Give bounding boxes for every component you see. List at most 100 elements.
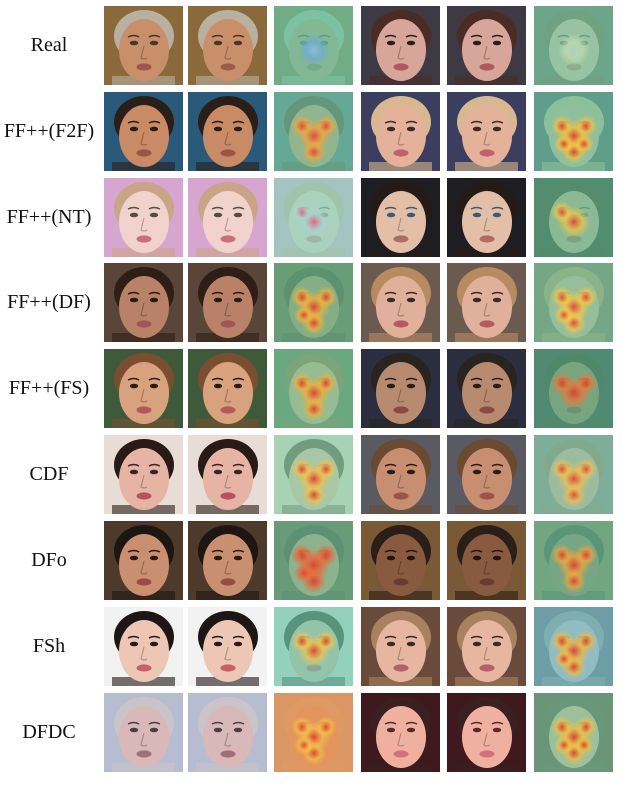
original-face-image <box>104 435 183 514</box>
heatmap-hotspot <box>315 544 337 566</box>
heatmap-image <box>274 693 353 772</box>
mouth <box>221 664 236 671</box>
heatmap-hotspot <box>558 34 590 66</box>
heatmap-hotspot <box>575 286 597 308</box>
original-face-image <box>104 349 183 428</box>
left-eye <box>214 41 222 46</box>
left-eye <box>130 213 138 218</box>
row-label: FF++(F2F) <box>0 90 98 172</box>
manipulated-face-image <box>188 521 267 600</box>
left-eye <box>473 728 481 733</box>
heatmap-hotspot <box>575 716 597 738</box>
mouth <box>221 578 236 585</box>
manipulated-face-image <box>447 92 526 171</box>
face-skin <box>203 105 253 167</box>
face-skin <box>376 362 426 424</box>
face-skin <box>376 191 426 253</box>
mouth <box>137 320 152 327</box>
row-label: Real <box>0 4 98 86</box>
face-skin <box>119 448 169 510</box>
row-label: FF++(DF) <box>0 261 98 343</box>
right-eye <box>407 384 415 389</box>
face-skin <box>119 534 169 596</box>
left-eye <box>473 127 481 132</box>
mouth <box>480 750 495 757</box>
face-skin <box>462 105 512 167</box>
face-skin <box>203 706 253 768</box>
heatmap-hotspot <box>575 372 597 394</box>
heatmap-hotspot <box>315 286 337 308</box>
heatmap-hotspot <box>291 544 313 566</box>
right-eye <box>234 213 242 218</box>
mouth <box>137 235 152 242</box>
left-eye <box>473 384 481 389</box>
heatmap-image <box>534 6 613 85</box>
heatmap-hotspot <box>291 372 313 394</box>
heatmap-image <box>534 178 613 257</box>
original-face-image <box>361 92 440 171</box>
manipulated-face-image <box>188 607 267 686</box>
mouth <box>221 149 236 156</box>
figure-row: FF++(FS) <box>0 347 623 429</box>
face-skin <box>203 191 253 253</box>
heatmap-hotspot <box>291 458 313 480</box>
right-eye <box>407 642 415 647</box>
mouth <box>394 320 409 327</box>
mouth <box>137 406 152 413</box>
face-skin <box>119 105 169 167</box>
mouth <box>394 63 409 70</box>
mouth <box>137 63 152 70</box>
figure-row: DFo <box>0 519 623 601</box>
heatmap-image <box>274 263 353 342</box>
face-skin <box>203 620 253 682</box>
right-eye <box>407 127 415 132</box>
heatmap-hotspot <box>315 458 337 480</box>
manipulated-face-image <box>447 6 526 85</box>
original-face-image <box>361 693 440 772</box>
heatmap-hotspot <box>291 286 313 308</box>
right-eye <box>493 41 501 46</box>
heatmap-hotspot <box>315 372 337 394</box>
mouth <box>394 750 409 757</box>
heatmap-hotspot <box>294 735 314 755</box>
left-eye <box>214 298 222 303</box>
mouth <box>480 149 495 156</box>
face-skin <box>203 534 253 596</box>
original-face-image <box>104 693 183 772</box>
face-skin <box>119 19 169 81</box>
heatmap-hotspot <box>551 286 573 308</box>
manipulated-face-image <box>188 435 267 514</box>
mouth <box>137 750 152 757</box>
heatmap-hotspot <box>302 483 326 507</box>
heatmap-hotspot <box>291 716 313 738</box>
manipulated-face-image <box>447 263 526 342</box>
face-skin <box>376 105 426 167</box>
heatmap-hotspot <box>551 372 573 394</box>
left-eye <box>214 470 222 475</box>
heatmap-hotspot <box>291 630 313 652</box>
right-eye <box>150 384 158 389</box>
right-eye <box>150 41 158 46</box>
left-eye <box>387 728 395 733</box>
left-eye <box>214 213 222 218</box>
heatmap-hotspot <box>575 544 597 566</box>
left-eye <box>130 728 138 733</box>
figure-row: FF++(DF) <box>0 261 623 343</box>
mouth <box>394 492 409 499</box>
mouth <box>480 664 495 671</box>
heatmap-hotspot <box>302 397 326 421</box>
original-face-image <box>361 607 440 686</box>
mouth <box>137 664 152 671</box>
right-eye <box>150 127 158 132</box>
heatmap-hotspot <box>315 630 337 652</box>
face-skin <box>462 276 512 338</box>
right-eye <box>407 470 415 475</box>
left-eye <box>473 642 481 647</box>
heatmap-hotspot <box>574 735 594 755</box>
left-eye <box>130 298 138 303</box>
face-skin <box>119 276 169 338</box>
row-label: CDF <box>0 433 98 515</box>
right-eye <box>407 556 415 561</box>
heatmap-image <box>534 435 613 514</box>
right-eye <box>407 213 415 218</box>
